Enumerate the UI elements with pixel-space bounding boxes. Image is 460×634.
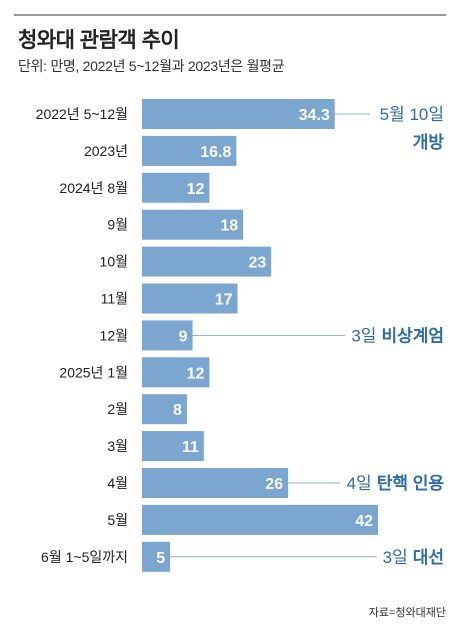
value-label: 16.8 [200,144,231,161]
bar [142,283,238,314]
bar [142,172,210,203]
value-label: 17 [215,292,233,309]
category-label: 6월 1~5일까지 [41,549,128,565]
category-label: 2023년 [84,143,128,159]
annotation-date: 4일 [347,474,372,493]
bar [142,431,204,462]
annotation-date: 3일 [351,326,376,345]
bar [142,468,289,498]
annotation-date: 3일 [383,548,408,567]
bar [142,135,237,166]
category-labels: 2022년 5~12월 2023년 2024년 8월 9월 10월 11월 12월 2025년… [36,106,128,565]
bar [142,246,272,277]
bar [142,320,193,351]
value-label: 5 [156,550,165,567]
category-label: 10월 [100,254,128,270]
annotation-date: 5월 10일 [380,105,444,124]
bar [142,541,171,572]
value-label: 9 [179,328,188,345]
annotation-label: 비상계엄 [381,326,444,345]
category-label: 3월 [107,438,128,454]
annotation-label: 개방 [413,133,445,152]
bars [142,99,378,572]
value-label: 8 [173,402,182,419]
bar [142,209,244,240]
value-label: 26 [265,476,283,493]
top-rule [14,14,446,16]
category-label: 11월 [101,291,128,307]
value-label: 18 [220,218,238,235]
annotation-leaders [170,113,377,558]
value-label: 34.3 [299,107,330,124]
annotation-label: 대선 [413,548,444,567]
category-label: 5월 [107,512,128,528]
bar [142,394,187,425]
category-label: 2022년 5~12월 [36,106,128,122]
category-label: 2025년 1월 [59,364,128,380]
source-note: 자료=청와대재단 [368,607,446,619]
value-label: 42 [355,513,373,530]
bar [142,357,210,388]
category-label: 9월 [107,217,128,233]
annotation-label: 탄핵 인용 [377,474,445,493]
bar-chart: 2022년 5~12월 2023년 2024년 8월 9월 10월 11월 12월 2025년… [36,99,445,572]
chart-subtitle: 단위: 만명, 2022년 5~12월과 2023년은 월평균 [18,58,285,74]
category-label: 12월 [100,327,128,343]
value-label: 23 [248,255,266,272]
category-label: 2월 [107,401,128,417]
value-label: 12 [187,181,205,198]
category-label: 2024년 8월 [59,180,128,196]
value-label: 12 [187,365,205,382]
value-label: 11 [182,439,199,456]
category-label: 4월 [107,475,128,491]
bar [142,99,335,129]
bar [142,504,378,535]
value-labels: 34.3 16.8 12 18 23 17 9 12 8 11 26 42 5 [156,107,373,567]
chart-title: 청와대 관람객 추이 [18,29,180,52]
